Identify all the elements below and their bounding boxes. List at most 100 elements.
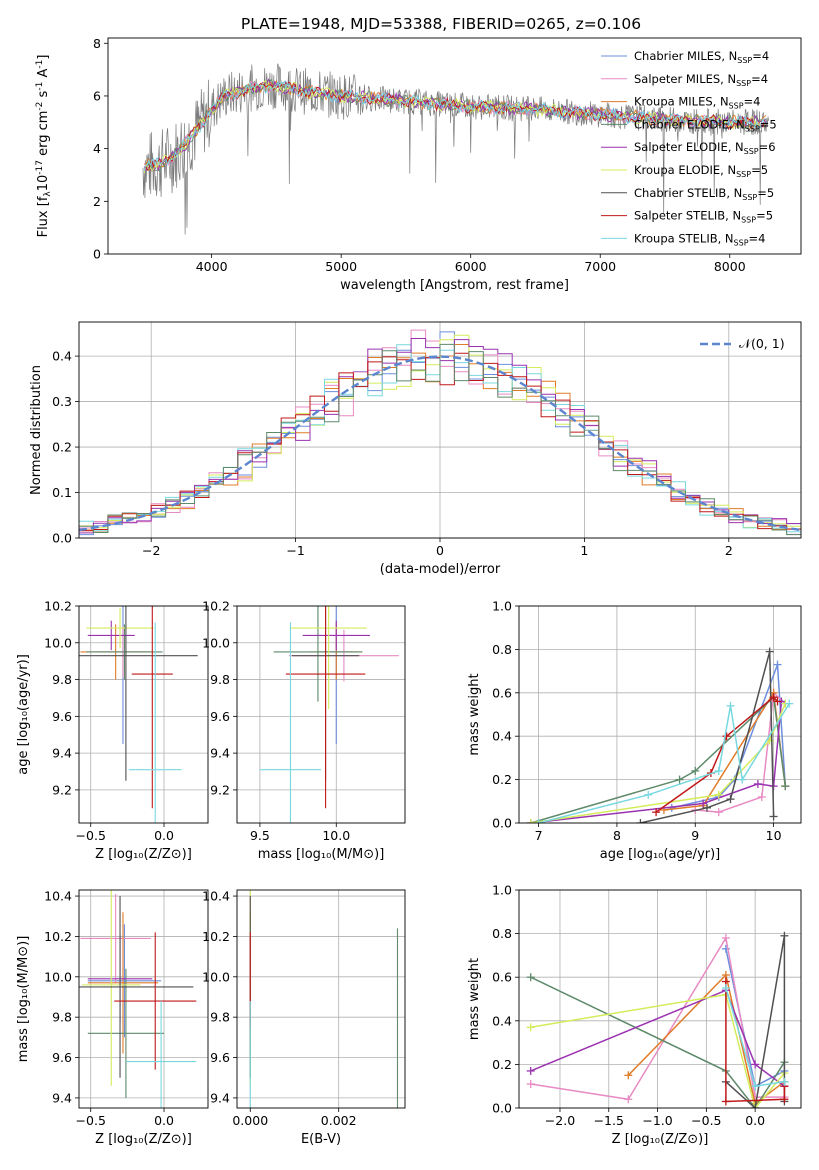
plot-area <box>142 63 769 235</box>
legend-subscript: SSP <box>742 193 757 202</box>
y-tick-label: 0.0 <box>492 1101 512 1116</box>
normal-curve <box>79 355 801 532</box>
legend-entry: Salpeter STELIB, NSSP=5 <box>634 209 773 225</box>
axes-frame <box>518 889 802 1109</box>
y-tick-label: 0.2 <box>492 1057 512 1072</box>
legend: 𝒩(0, 1) <box>700 336 785 351</box>
legend-subscript: SSP <box>736 79 751 88</box>
y-tick-label: 0.1 <box>52 485 72 500</box>
y-axis-label: mass [log₁₀(M/M⊙)] <box>16 936 31 1063</box>
y-tick-label: 9.4 <box>210 746 230 761</box>
x-tick-label: 5000 <box>325 259 357 274</box>
legend-tail: =4 <box>744 95 761 109</box>
plot-area <box>79 890 197 1108</box>
x-tick-label: 9.5 <box>250 828 270 843</box>
legend-entry: Chabrier MILES, NSSP=4 <box>634 49 769 65</box>
y-axis-label: mass weight <box>467 673 482 755</box>
legend-tail: =6 <box>759 140 776 154</box>
y-axis-label: Flux [fλ10-17 erg cm-2 s-1 A-1] <box>35 55 53 238</box>
y-tick-label: 10.0 <box>202 969 230 984</box>
y-tick-label: 9.8 <box>52 1010 72 1025</box>
x-tick-label: 0.002 <box>321 1113 357 1128</box>
y-tick-label: 0.4 <box>52 349 72 364</box>
legend-tail: =4 <box>751 72 768 86</box>
legend-tail: =4 <box>749 231 766 245</box>
y-tick-label: 0.6 <box>492 970 512 985</box>
legend-name: Chabrier STELIB, N <box>634 186 742 200</box>
x-tick-label: 10.0 <box>322 828 350 843</box>
legend-name: Salpeter ELODIE, N <box>634 140 744 154</box>
x-tick-label: 8000 <box>714 259 746 274</box>
y-tick-label: 0.2 <box>492 772 512 787</box>
x-tick-label: 7000 <box>584 259 616 274</box>
legend-entry: Salpeter MILES, NSSP=4 <box>634 72 768 88</box>
x-tick-label: 0.0 <box>154 828 174 843</box>
x-tick-label: 8 <box>613 828 621 843</box>
legend-name: Salpeter MILES, N <box>634 72 736 86</box>
y-tick-label: 0.8 <box>492 926 512 941</box>
legend-tail: =5 <box>757 186 774 200</box>
weight-line <box>725 981 786 1103</box>
legend-name: Chabrier MILES, N <box>634 49 737 63</box>
legend-subscript: SSP <box>734 238 749 247</box>
y-tick-label: 1.0 <box>492 599 512 614</box>
y-axis-label-part: -2 <box>35 102 45 111</box>
x-tick-label: 0.000 <box>232 1113 268 1128</box>
legend-name: Kroupa MILES, N <box>634 95 729 109</box>
legend-name: Chabrier ELODIE, N <box>634 117 745 131</box>
y-tick-label: 6 <box>93 88 101 103</box>
weight-line <box>530 993 785 1108</box>
y-tick-label: 9.2 <box>52 782 72 797</box>
legend-name: Kroupa ELODIE, N <box>634 163 736 177</box>
y-tick-label: 10.4 <box>202 889 230 904</box>
model-line <box>144 79 767 168</box>
y-tick-label: 0.2 <box>52 440 72 455</box>
x-tick-label: 10 <box>766 828 782 843</box>
x-axis-label: mass [log₁₀(M/M⊙)] <box>258 847 385 862</box>
panel-age_vs_Z: −0.5 0.0 9.2 9.4 9.6 9.8 10.0 10.2 Z [log₁₀(Z/Z⊙… <box>16 599 209 862</box>
y-tick-label: 0.4 <box>492 1013 512 1028</box>
y-tick-label: 9.8 <box>210 672 230 687</box>
y-axis-label-part: -1 <box>35 82 45 91</box>
y-tick-label: 0.4 <box>492 729 512 744</box>
y-tick-label: 8 <box>93 36 101 51</box>
axes-frame <box>236 605 406 824</box>
y-tick-label: 9.8 <box>52 672 72 687</box>
x-axis-label: Z [log₁₀(Z/Z⊙)] <box>95 847 192 862</box>
legend-subscript: SSP <box>744 147 759 156</box>
legend-entry: Kroupa ELODIE, NSSP=5 <box>634 163 768 179</box>
axes-frame <box>518 605 802 824</box>
legend-entry: Chabrier STELIB, NSSP=5 <box>634 186 774 202</box>
x-tick-label: −0.5 <box>76 1113 106 1128</box>
legend-tail: =5 <box>751 163 768 177</box>
y-axis-label-part: erg cm <box>36 111 51 160</box>
y-axis-label-part: λ <box>43 191 53 197</box>
x-tick-label: 7 <box>535 828 543 843</box>
panel-mass_vs_ebv: 0.000 0.002 9.4 9.6 9.8 10.0 10.2 10.4 E(B-V) <box>202 889 406 1147</box>
legend-name: Salpeter STELIB, N <box>634 209 741 223</box>
y-tick-label: 10.2 <box>202 929 230 944</box>
x-tick-label: 4000 <box>196 259 228 274</box>
x-tick-label: 0.0 <box>745 1113 765 1128</box>
legend-subscript: SSP <box>741 216 756 225</box>
x-tick-label: −0.5 <box>76 828 106 843</box>
y-tick-label: 0 <box>93 247 101 262</box>
legend-name: Kroupa STELIB, N <box>634 231 734 245</box>
model-line <box>143 80 767 172</box>
y-tick-label: 10.2 <box>44 599 72 614</box>
y-tick-label: 10.0 <box>44 969 72 984</box>
weight-line <box>725 935 786 1108</box>
legend-entry: Chabrier ELODIE, NSSP=5 <box>634 117 777 133</box>
panel-spectrum: 4000 5000 6000 7000 8000 0 2 4 6 8 wavelength [Ang… <box>35 36 802 293</box>
figure-title: PLATE=1948, MJD=53388, FIBERID=0265, z=0… <box>241 15 641 33</box>
y-tick-label: 0.0 <box>492 816 512 831</box>
legend-tail: =4 <box>752 49 769 63</box>
legend-subscript: SSP <box>736 170 751 179</box>
y-axis-label-part: ] <box>36 55 51 60</box>
y-tick-label: 9.4 <box>210 1090 230 1105</box>
model-line <box>143 81 767 171</box>
y-tick-label: 0.3 <box>52 394 72 409</box>
x-tick-label: −2 <box>142 543 160 558</box>
plot-area <box>526 931 789 1108</box>
plot-area <box>526 647 794 823</box>
